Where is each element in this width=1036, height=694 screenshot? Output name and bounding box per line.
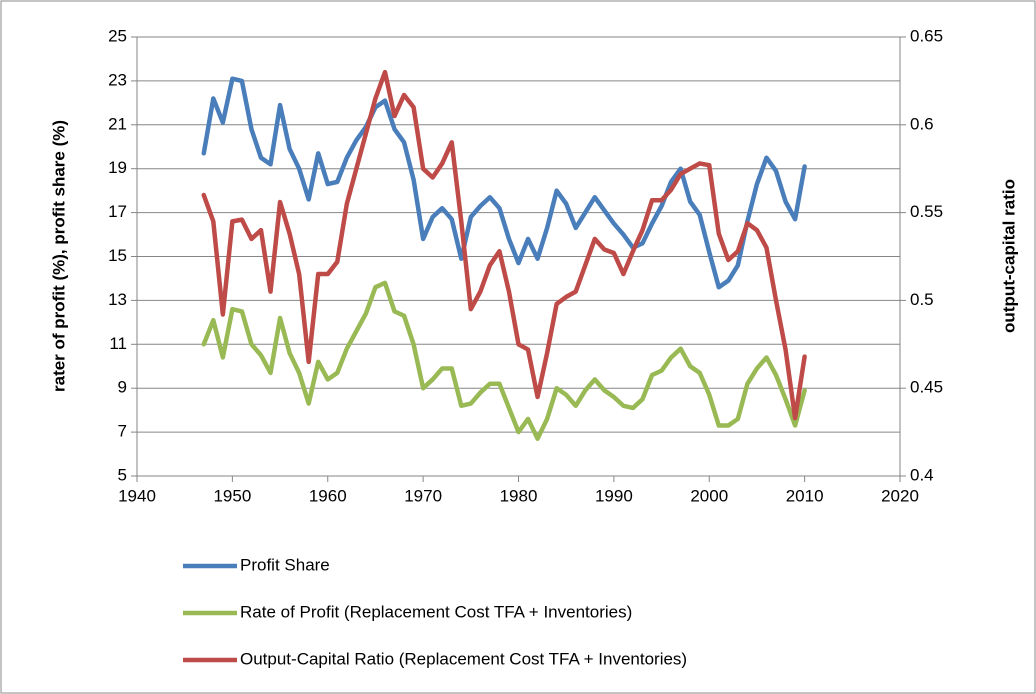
x-tick-label: 2010 <box>786 486 824 505</box>
legend-label: Output-Capital Ratio (Replacement Cost T… <box>240 649 687 668</box>
series-line <box>201 280 807 441</box>
x-tick-label: 1990 <box>595 486 633 505</box>
y2-tick-label: 0.5 <box>910 290 934 309</box>
x-tick-label: 1960 <box>309 486 347 505</box>
x-tick-label: 1970 <box>404 486 442 505</box>
y-tick-label: 9 <box>118 378 127 397</box>
y-tick-label: 5 <box>118 465 127 484</box>
y2-tick-label: 0.4 <box>910 465 934 484</box>
y-tick-label: 23 <box>108 70 127 89</box>
y-tick-label: 7 <box>118 422 127 441</box>
x-tick-label: 1940 <box>118 486 156 505</box>
legend-label: Profit Share <box>240 555 330 574</box>
y-tick-label: 21 <box>108 114 127 133</box>
y-tick-label: 13 <box>108 290 127 309</box>
x-tick-label: 1980 <box>500 486 538 505</box>
y-tick-label: 11 <box>109 334 127 353</box>
x-tick-label: 1950 <box>213 486 251 505</box>
y2-axis-title: output-capital ratio <box>999 179 1018 333</box>
y-tick-label: 15 <box>108 246 127 265</box>
y-axis-title: rater of profit (%), profit share (%) <box>49 120 68 392</box>
y2-tick-label: 0.65 <box>910 26 943 45</box>
series-line <box>201 76 807 290</box>
y2-tick-label: 0.6 <box>910 114 934 133</box>
legend-label: Rate of Profit (Replacement Cost TFA + I… <box>240 602 632 621</box>
y-tick-label: 17 <box>108 202 127 221</box>
y2-tick-label: 0.45 <box>910 378 943 397</box>
x-tick-label: 2000 <box>690 486 728 505</box>
series-line <box>201 69 807 421</box>
x-tick-label: 2020 <box>881 486 919 505</box>
y2-tick-label: 0.55 <box>910 202 943 221</box>
y-tick-label: 19 <box>108 158 127 177</box>
y-tick-label: 25 <box>108 26 127 45</box>
